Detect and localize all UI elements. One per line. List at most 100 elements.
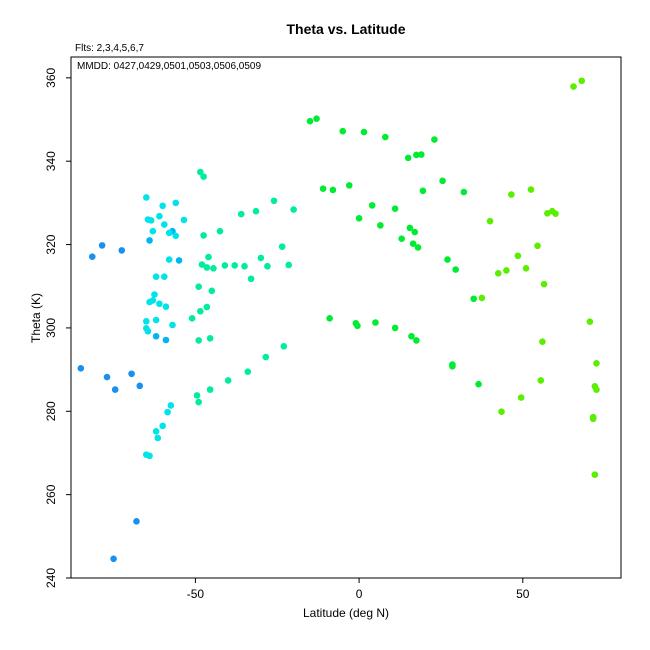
data-point xyxy=(540,280,548,288)
data-point xyxy=(345,182,353,189)
data-point xyxy=(77,365,85,372)
data-point xyxy=(591,471,599,478)
data-point xyxy=(398,235,405,243)
data-point xyxy=(210,265,217,272)
data-point xyxy=(278,243,286,250)
data-point xyxy=(478,294,486,302)
data-point xyxy=(165,256,173,263)
data-point xyxy=(206,386,214,393)
data-point xyxy=(169,321,176,329)
data-point xyxy=(413,151,420,159)
y-tick-label: 280 xyxy=(44,401,58,421)
data-point xyxy=(372,319,379,326)
data-point xyxy=(206,335,214,342)
data-point xyxy=(414,244,422,251)
data-point xyxy=(159,202,166,210)
data-point xyxy=(188,315,196,322)
chart-title: Theta vs. Latitude xyxy=(286,21,405,37)
data-point xyxy=(146,298,153,306)
plot-frame xyxy=(70,56,622,579)
data-point xyxy=(252,207,260,215)
data-point xyxy=(452,266,459,273)
data-point xyxy=(195,283,202,290)
data-point xyxy=(154,434,162,442)
data-point xyxy=(486,217,494,225)
data-point xyxy=(247,275,255,283)
data-point xyxy=(152,273,160,280)
data-point xyxy=(409,240,417,248)
data-point xyxy=(162,336,170,344)
data-point xyxy=(146,452,153,460)
data-point xyxy=(381,133,389,141)
data-point xyxy=(146,237,153,244)
data-point xyxy=(172,199,180,207)
data-point xyxy=(221,262,229,269)
data-point xyxy=(198,261,206,268)
data-point xyxy=(180,216,188,224)
data-point xyxy=(161,273,168,280)
data-point xyxy=(578,77,586,85)
data-point xyxy=(231,262,238,269)
data-point xyxy=(539,338,546,345)
data-point xyxy=(306,117,314,125)
data-point xyxy=(517,394,525,401)
data-point xyxy=(175,257,183,264)
data-point xyxy=(586,318,594,325)
data-point xyxy=(470,295,477,303)
data-point xyxy=(411,228,419,236)
data-point xyxy=(98,242,106,249)
data-point xyxy=(339,127,347,135)
y-tick-label: 320 xyxy=(44,234,58,254)
data-point xyxy=(406,224,414,232)
data-point xyxy=(391,205,399,213)
data-point xyxy=(262,353,270,361)
dates-note: MMDD: 0427,0429,0501,0503,0506,0509 xyxy=(77,61,261,72)
y-tick-label: 340 xyxy=(44,151,58,171)
data-point xyxy=(244,368,252,375)
data-point xyxy=(319,185,327,193)
data-point xyxy=(326,315,333,322)
data-point xyxy=(203,264,211,271)
data-point xyxy=(128,370,135,378)
data-point xyxy=(537,377,545,384)
data-point xyxy=(111,386,119,393)
data-point xyxy=(161,221,168,228)
data-point xyxy=(237,210,245,218)
data-point xyxy=(514,252,522,260)
y-tick-label: 360 xyxy=(44,68,58,88)
data-point xyxy=(368,202,376,209)
data-point xyxy=(417,151,425,158)
data-point xyxy=(360,128,368,136)
data-point xyxy=(241,262,248,270)
data-point xyxy=(144,327,152,335)
data-point xyxy=(195,398,202,406)
data-point xyxy=(152,316,160,324)
data-point xyxy=(534,242,541,250)
flights-note: Flts: 2,3,4,5,6,7 xyxy=(75,43,144,54)
data-point xyxy=(197,307,204,315)
y-tick-label: 260 xyxy=(44,484,58,504)
data-point xyxy=(377,222,384,229)
y-axis-label: Theta (K) xyxy=(29,293,43,343)
data-point xyxy=(449,362,456,370)
data-point xyxy=(205,253,212,261)
data-point xyxy=(408,332,415,340)
data-point xyxy=(147,217,155,224)
data-point xyxy=(110,555,117,563)
data-point xyxy=(195,337,202,344)
data-point xyxy=(159,422,166,430)
data-point xyxy=(103,373,111,381)
data-point xyxy=(197,168,204,176)
data-point xyxy=(391,324,399,332)
data-point xyxy=(156,212,163,220)
data-point xyxy=(151,291,158,298)
data-point xyxy=(164,408,171,416)
data-point xyxy=(431,136,438,143)
data-point xyxy=(257,254,265,262)
data-point xyxy=(494,270,502,277)
data-point xyxy=(156,300,163,308)
y-axis: 240 260 280 300 320 340 360 xyxy=(44,68,71,588)
data-point xyxy=(149,227,157,235)
data-point xyxy=(118,247,126,254)
